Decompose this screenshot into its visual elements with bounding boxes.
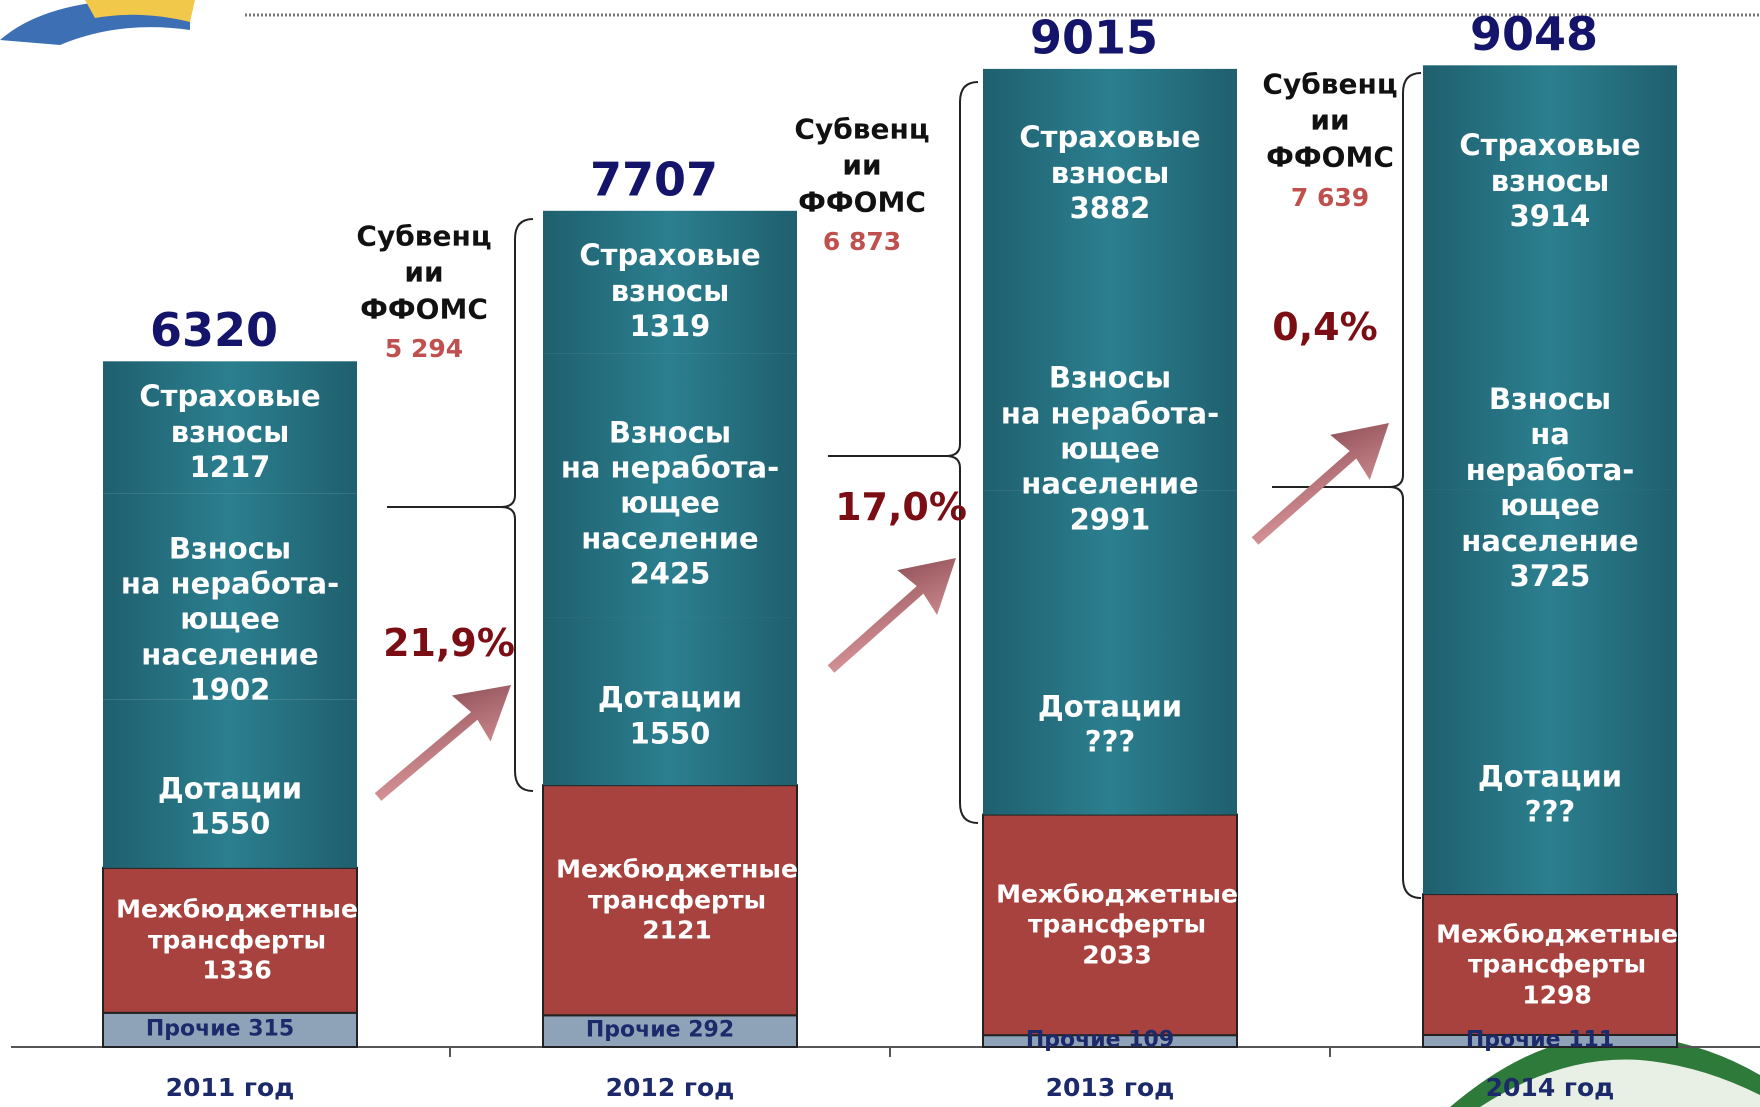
- segment-label: Межбюджетные трансферты 1298: [1436, 919, 1678, 1011]
- value-label: 3725: [1510, 559, 1591, 593]
- series-name: Взносы на неработа- ющее население: [1461, 382, 1638, 558]
- value-label: 2033: [1082, 940, 1152, 969]
- series-name: Дотации: [598, 681, 742, 715]
- series-name: Взносы на неработа- ющее население: [561, 415, 779, 555]
- subvention-value: 6 873: [823, 227, 901, 256]
- value-label: 292: [688, 1018, 734, 1043]
- page: 2011 год63202012 год77072013 год90152014…: [0, 0, 1760, 1107]
- value-label: 3914: [1510, 199, 1591, 233]
- segment-label: Межбюджетные трансферты 2033: [996, 879, 1238, 971]
- growth-label: 17,0%: [835, 484, 967, 530]
- subvention-value: 7 639: [1291, 183, 1369, 214]
- subvention-value: 5 294: [385, 334, 463, 363]
- segment-label: Страховые взносы 1217: [139, 379, 320, 485]
- value-label: ???: [1085, 725, 1135, 759]
- subvention-name: Субвенц ии ФФОМС: [356, 219, 491, 325]
- value-label: 2991: [1070, 502, 1151, 536]
- series-name: Страховые взносы: [139, 379, 320, 448]
- value-label: 315: [248, 1016, 294, 1041]
- value-label: 3882: [1070, 191, 1151, 225]
- segment-label: Прочие 315: [146, 1016, 294, 1043]
- subvention-name: Субвенц ии ФФОМС: [1262, 67, 1397, 173]
- segment-label: Дотации ???: [1038, 690, 1182, 761]
- series-name: Прочие: [1026, 1028, 1121, 1053]
- value-label: 1336: [202, 956, 272, 985]
- series-name: Страховые взносы: [1019, 120, 1200, 189]
- series-name: Прочие: [146, 1016, 241, 1041]
- series-name: Дотации: [1478, 759, 1622, 793]
- subvention-label: Субвенц ии ФФОМС: [794, 111, 929, 220]
- value-label: ???: [1525, 795, 1575, 829]
- segment-label: Взносы на неработа- ющее население 1902: [121, 531, 339, 708]
- segment-label: Прочие 292: [586, 1018, 734, 1045]
- series-name: Межбюджетные трансферты: [996, 879, 1238, 939]
- segment-label: Страховые взносы 3914: [1459, 128, 1640, 234]
- segment-label: Взносы на неработа- ющее население 3725: [1445, 382, 1655, 594]
- subvention-value: 7 639: [1291, 183, 1369, 212]
- subvention-label: Субвенц ии ФФОМС: [356, 218, 491, 327]
- subvention-value: 6 873: [823, 227, 901, 258]
- series-name: Страховые взносы: [579, 238, 760, 307]
- series-name: Межбюджетные трансферты: [116, 895, 358, 955]
- series-name: Межбюджетные трансферты: [556, 855, 798, 915]
- segment-label: Дотации ???: [1478, 759, 1622, 830]
- growth-label: 21,9%: [383, 621, 515, 665]
- segment-label: Дотации 1550: [598, 681, 742, 752]
- subvention-name: Субвенц ии ФФОМС: [794, 112, 929, 218]
- growth-label: 17,0%: [835, 485, 967, 529]
- series-name: Дотации: [158, 772, 302, 806]
- value-label: 1902: [190, 673, 271, 707]
- value-label: 1298: [1522, 980, 1592, 1009]
- subvention-label: Субвенц ии ФФОМС: [1262, 66, 1397, 175]
- segment-label: Страховые взносы 1319: [579, 238, 760, 344]
- value-label: 109: [1128, 1028, 1174, 1053]
- growth-label: 0,4%: [1272, 304, 1377, 350]
- segment-label: Страховые взносы 3882: [1019, 120, 1200, 226]
- series-name: Прочие: [1466, 1028, 1561, 1053]
- growth-label: 21,9%: [383, 620, 515, 666]
- value-label: 2121: [642, 916, 712, 945]
- value-label: 111: [1568, 1028, 1614, 1053]
- value-label: 1319: [630, 309, 711, 343]
- segment-label: Межбюджетные трансферты 1336: [116, 895, 358, 987]
- value-label: 2425: [630, 557, 711, 591]
- series-name: Дотации: [1038, 690, 1182, 724]
- series-name: Взносы на неработа- ющее население: [121, 531, 339, 671]
- segment-label: Межбюджетные трансферты 2121: [556, 855, 798, 947]
- series-name: Межбюджетные трансферты: [1436, 919, 1678, 979]
- segment-label: Дотации 1550: [158, 772, 302, 843]
- segment-label: Прочие 111: [1466, 1028, 1614, 1055]
- subvention-value: 5 294: [385, 334, 463, 365]
- segment-label: Взносы на неработа- ющее население 2425: [561, 415, 779, 592]
- labels: Прочие 315 Межбюджетные трансферты 1336 До…: [0, 0, 1760, 1107]
- growth-label: 0,4%: [1272, 305, 1377, 349]
- series-name: Взносы на неработа- ющее население: [1001, 361, 1219, 501]
- value-label: 1550: [630, 716, 711, 750]
- series-name: Страховые взносы: [1459, 128, 1640, 197]
- series-name: Прочие: [586, 1018, 681, 1043]
- segment-label: Прочие 109: [1026, 1028, 1174, 1055]
- segment-label: Взносы на неработа- ющее население 2991: [1001, 361, 1219, 538]
- value-label: 1217: [190, 450, 271, 484]
- value-label: 1550: [190, 807, 271, 841]
